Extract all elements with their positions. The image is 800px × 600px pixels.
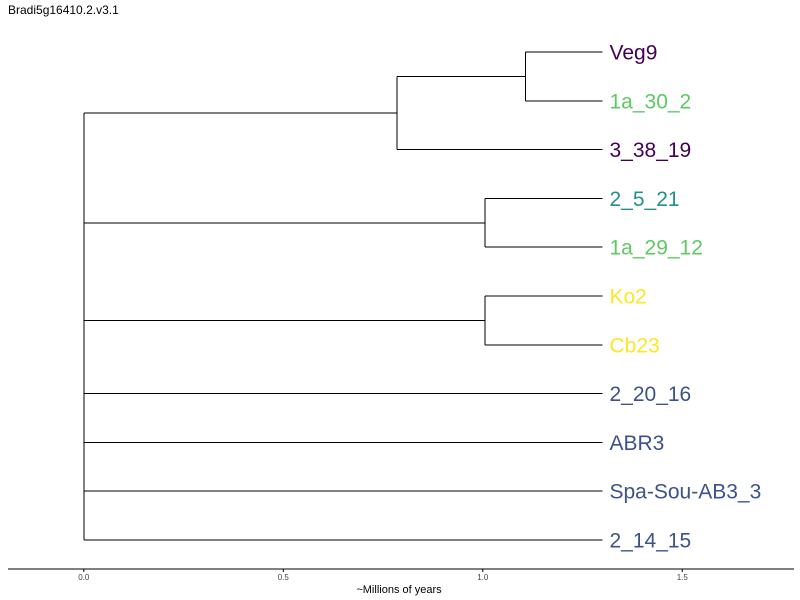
x-tick-label: 1.5 [677, 573, 689, 582]
tip-label: Veg9 [609, 42, 657, 65]
tip-label: 1a_29_12 [609, 237, 702, 260]
tip-label: Spa-Sou-AB3_3 [609, 481, 761, 504]
tip-label: 3_38_19 [609, 139, 691, 162]
tip-label: Ko2 [609, 286, 646, 309]
x-axis-ticks: 0.0 0.5 1.0 1.5 [78, 569, 688, 582]
x-tick-label: 0.5 [278, 573, 290, 582]
tip-label: 2_14_15 [609, 530, 691, 553]
figure-title: Bradi5g16410.2.v3.1 [8, 3, 119, 17]
tip-label: Cb23 [609, 334, 659, 357]
tip-label: 1a_30_2 [609, 90, 691, 113]
x-axis-label: ~Millions of years [356, 584, 442, 596]
tree-branches [83, 51, 603, 541]
x-axis: 0.0 0.5 1.0 1.5 ~Millions of years [8, 568, 794, 596]
tip-label: 2_20_16 [609, 383, 691, 406]
tip-label: ABR3 [609, 432, 664, 455]
tip-labels: Veg9 1a_30_2 3_38_19 2_5_21 1a_29_12 Ko2 Cb23 2… [609, 42, 761, 553]
tip-label: 2_5_21 [609, 188, 679, 211]
x-tick-label: 0.0 [78, 573, 90, 582]
x-tick-label: 1.0 [477, 573, 489, 582]
